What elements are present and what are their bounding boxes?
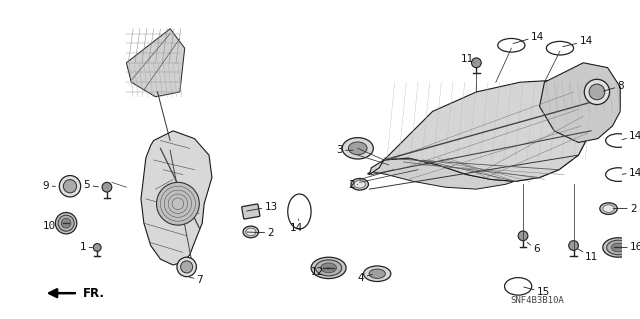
Text: 11: 11 bbox=[461, 54, 474, 64]
Circle shape bbox=[102, 182, 112, 192]
Text: 7: 7 bbox=[189, 275, 203, 285]
Ellipse shape bbox=[364, 266, 391, 281]
Polygon shape bbox=[540, 63, 620, 143]
Polygon shape bbox=[369, 80, 593, 182]
Text: 14: 14 bbox=[290, 219, 303, 233]
Text: SNF4B3B10A: SNF4B3B10A bbox=[510, 296, 564, 306]
Ellipse shape bbox=[603, 238, 634, 257]
Text: 10: 10 bbox=[43, 221, 56, 231]
FancyBboxPatch shape bbox=[242, 204, 260, 219]
Text: 8: 8 bbox=[604, 81, 624, 91]
Circle shape bbox=[180, 261, 193, 273]
Circle shape bbox=[157, 182, 199, 225]
Ellipse shape bbox=[607, 240, 630, 255]
Circle shape bbox=[589, 84, 605, 100]
Circle shape bbox=[584, 79, 609, 105]
Circle shape bbox=[569, 241, 579, 250]
Text: FR.: FR. bbox=[83, 287, 104, 300]
Text: 11: 11 bbox=[578, 249, 598, 262]
Circle shape bbox=[63, 180, 77, 193]
Ellipse shape bbox=[605, 168, 631, 182]
Ellipse shape bbox=[547, 41, 573, 55]
Text: 14: 14 bbox=[563, 36, 593, 47]
Ellipse shape bbox=[311, 257, 346, 278]
Ellipse shape bbox=[348, 142, 367, 155]
Ellipse shape bbox=[605, 134, 631, 147]
Ellipse shape bbox=[56, 212, 77, 234]
Ellipse shape bbox=[354, 181, 365, 188]
Circle shape bbox=[177, 257, 196, 277]
Circle shape bbox=[93, 244, 101, 251]
Ellipse shape bbox=[369, 269, 385, 278]
Text: 13: 13 bbox=[247, 202, 278, 211]
Text: 6: 6 bbox=[527, 242, 540, 255]
Polygon shape bbox=[367, 102, 593, 189]
Text: 2: 2 bbox=[348, 180, 358, 190]
Text: 2: 2 bbox=[613, 204, 637, 214]
Text: 14: 14 bbox=[622, 131, 640, 141]
Text: 16: 16 bbox=[622, 242, 640, 252]
Text: 3: 3 bbox=[337, 145, 353, 155]
Ellipse shape bbox=[342, 137, 373, 159]
Ellipse shape bbox=[61, 219, 71, 228]
Text: 15: 15 bbox=[524, 287, 550, 297]
Text: 2: 2 bbox=[247, 228, 274, 238]
Ellipse shape bbox=[504, 278, 532, 295]
Text: 5: 5 bbox=[84, 180, 99, 190]
Ellipse shape bbox=[288, 194, 311, 229]
Text: 1: 1 bbox=[80, 242, 93, 252]
Circle shape bbox=[518, 231, 528, 241]
Ellipse shape bbox=[603, 205, 614, 212]
Ellipse shape bbox=[321, 263, 337, 273]
Ellipse shape bbox=[600, 203, 618, 214]
Ellipse shape bbox=[611, 243, 625, 252]
Text: 9: 9 bbox=[43, 181, 56, 191]
Text: 14: 14 bbox=[622, 167, 640, 178]
Ellipse shape bbox=[58, 215, 74, 231]
Ellipse shape bbox=[243, 226, 259, 238]
Text: 12: 12 bbox=[311, 267, 328, 277]
Polygon shape bbox=[141, 131, 212, 265]
Text: 14: 14 bbox=[513, 32, 544, 43]
Circle shape bbox=[472, 58, 481, 68]
Polygon shape bbox=[126, 29, 185, 97]
Text: 4: 4 bbox=[358, 273, 372, 283]
Ellipse shape bbox=[316, 260, 342, 276]
Ellipse shape bbox=[246, 228, 256, 236]
Ellipse shape bbox=[351, 178, 369, 190]
Circle shape bbox=[60, 175, 81, 197]
Ellipse shape bbox=[498, 39, 525, 52]
